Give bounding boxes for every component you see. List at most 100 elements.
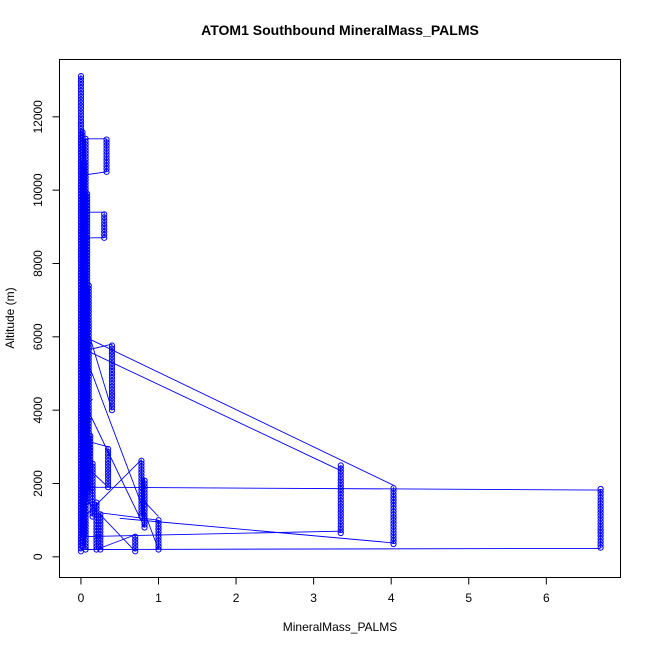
data-point (87, 453, 94, 460)
data-point (155, 537, 162, 544)
data-point (85, 402, 92, 409)
data-point (84, 196, 91, 203)
data-point (82, 141, 89, 148)
data-point (132, 536, 139, 543)
data-point (89, 463, 96, 470)
data-point (84, 243, 91, 250)
data-point (155, 546, 162, 553)
data-point (103, 168, 110, 175)
data-point (82, 514, 89, 521)
data-point (93, 505, 100, 512)
data-point (84, 214, 91, 221)
data-point (82, 508, 89, 515)
data-point (82, 546, 89, 553)
y-tick-label: 10000 (31, 173, 45, 207)
data-point (77, 93, 85, 100)
data-point (85, 370, 92, 377)
data-point (597, 485, 604, 493)
data-point (390, 537, 397, 545)
data-point (84, 272, 91, 280)
data-point (108, 392, 116, 399)
data-point (337, 497, 344, 504)
data-point (84, 261, 91, 268)
data-point (337, 468, 344, 475)
data-point (89, 472, 96, 479)
data-point (97, 517, 104, 524)
data-point (155, 528, 162, 536)
data-point (77, 119, 85, 127)
data-point (89, 492, 96, 500)
data-point (89, 484, 96, 491)
data-point (85, 297, 92, 304)
data-point (132, 548, 139, 555)
data-point (104, 472, 112, 479)
data-point (138, 463, 145, 470)
data-point (79, 132, 86, 139)
data-point (85, 338, 92, 345)
data-point (82, 520, 89, 527)
data-point (108, 371, 116, 379)
data-point (77, 102, 85, 109)
data-point (141, 489, 148, 496)
series-line (84, 336, 394, 486)
y-tick-label: 2000 (31, 470, 45, 497)
data-point (108, 351, 116, 358)
data-point (155, 540, 162, 547)
data-point (141, 480, 148, 487)
data-point (104, 478, 112, 485)
data-point (77, 81, 85, 89)
data-point (101, 220, 108, 227)
data-point (390, 493, 397, 501)
data-point (85, 314, 92, 321)
data-point (93, 540, 100, 547)
x-tick-label: 1 (155, 591, 162, 605)
data-point (108, 357, 116, 364)
data-point (103, 154, 110, 161)
data-point (84, 267, 91, 274)
data-point (390, 520, 397, 527)
data-point (85, 323, 92, 330)
data-point (97, 520, 104, 527)
data-point (85, 352, 92, 359)
data-point (103, 165, 110, 172)
x-tick-label: 6 (543, 591, 550, 605)
data-point (97, 511, 104, 518)
data-point (108, 360, 116, 367)
data-point (87, 441, 94, 448)
data-point (141, 498, 148, 505)
data-point (108, 404, 116, 411)
data-point (97, 537, 104, 544)
data-point (597, 538, 604, 545)
data-point (82, 179, 89, 186)
data-point (84, 220, 91, 227)
data-point (597, 494, 604, 501)
data-point (597, 500, 604, 507)
data-point (103, 162, 110, 170)
data-point (77, 108, 85, 115)
data-point (101, 225, 108, 233)
data-point (138, 460, 145, 467)
data-point (97, 534, 104, 541)
data-point (132, 539, 139, 546)
data-point (89, 498, 96, 505)
data-point (77, 84, 85, 91)
data-point (103, 142, 110, 149)
data-point (104, 466, 112, 473)
data-point (337, 485, 344, 493)
data-point (390, 488, 397, 495)
data-point (87, 450, 94, 457)
data-point (108, 348, 116, 355)
data-point (138, 466, 145, 473)
data-point (93, 511, 100, 518)
data-point (77, 96, 85, 103)
data-point (337, 465, 344, 472)
data-point (89, 460, 96, 467)
data-point (93, 508, 100, 515)
data-point (85, 317, 92, 324)
data-point (108, 377, 116, 384)
data-point (82, 138, 89, 145)
data-point (101, 234, 108, 241)
data-point (108, 407, 116, 414)
data-point (93, 499, 100, 506)
data-point (108, 342, 116, 349)
